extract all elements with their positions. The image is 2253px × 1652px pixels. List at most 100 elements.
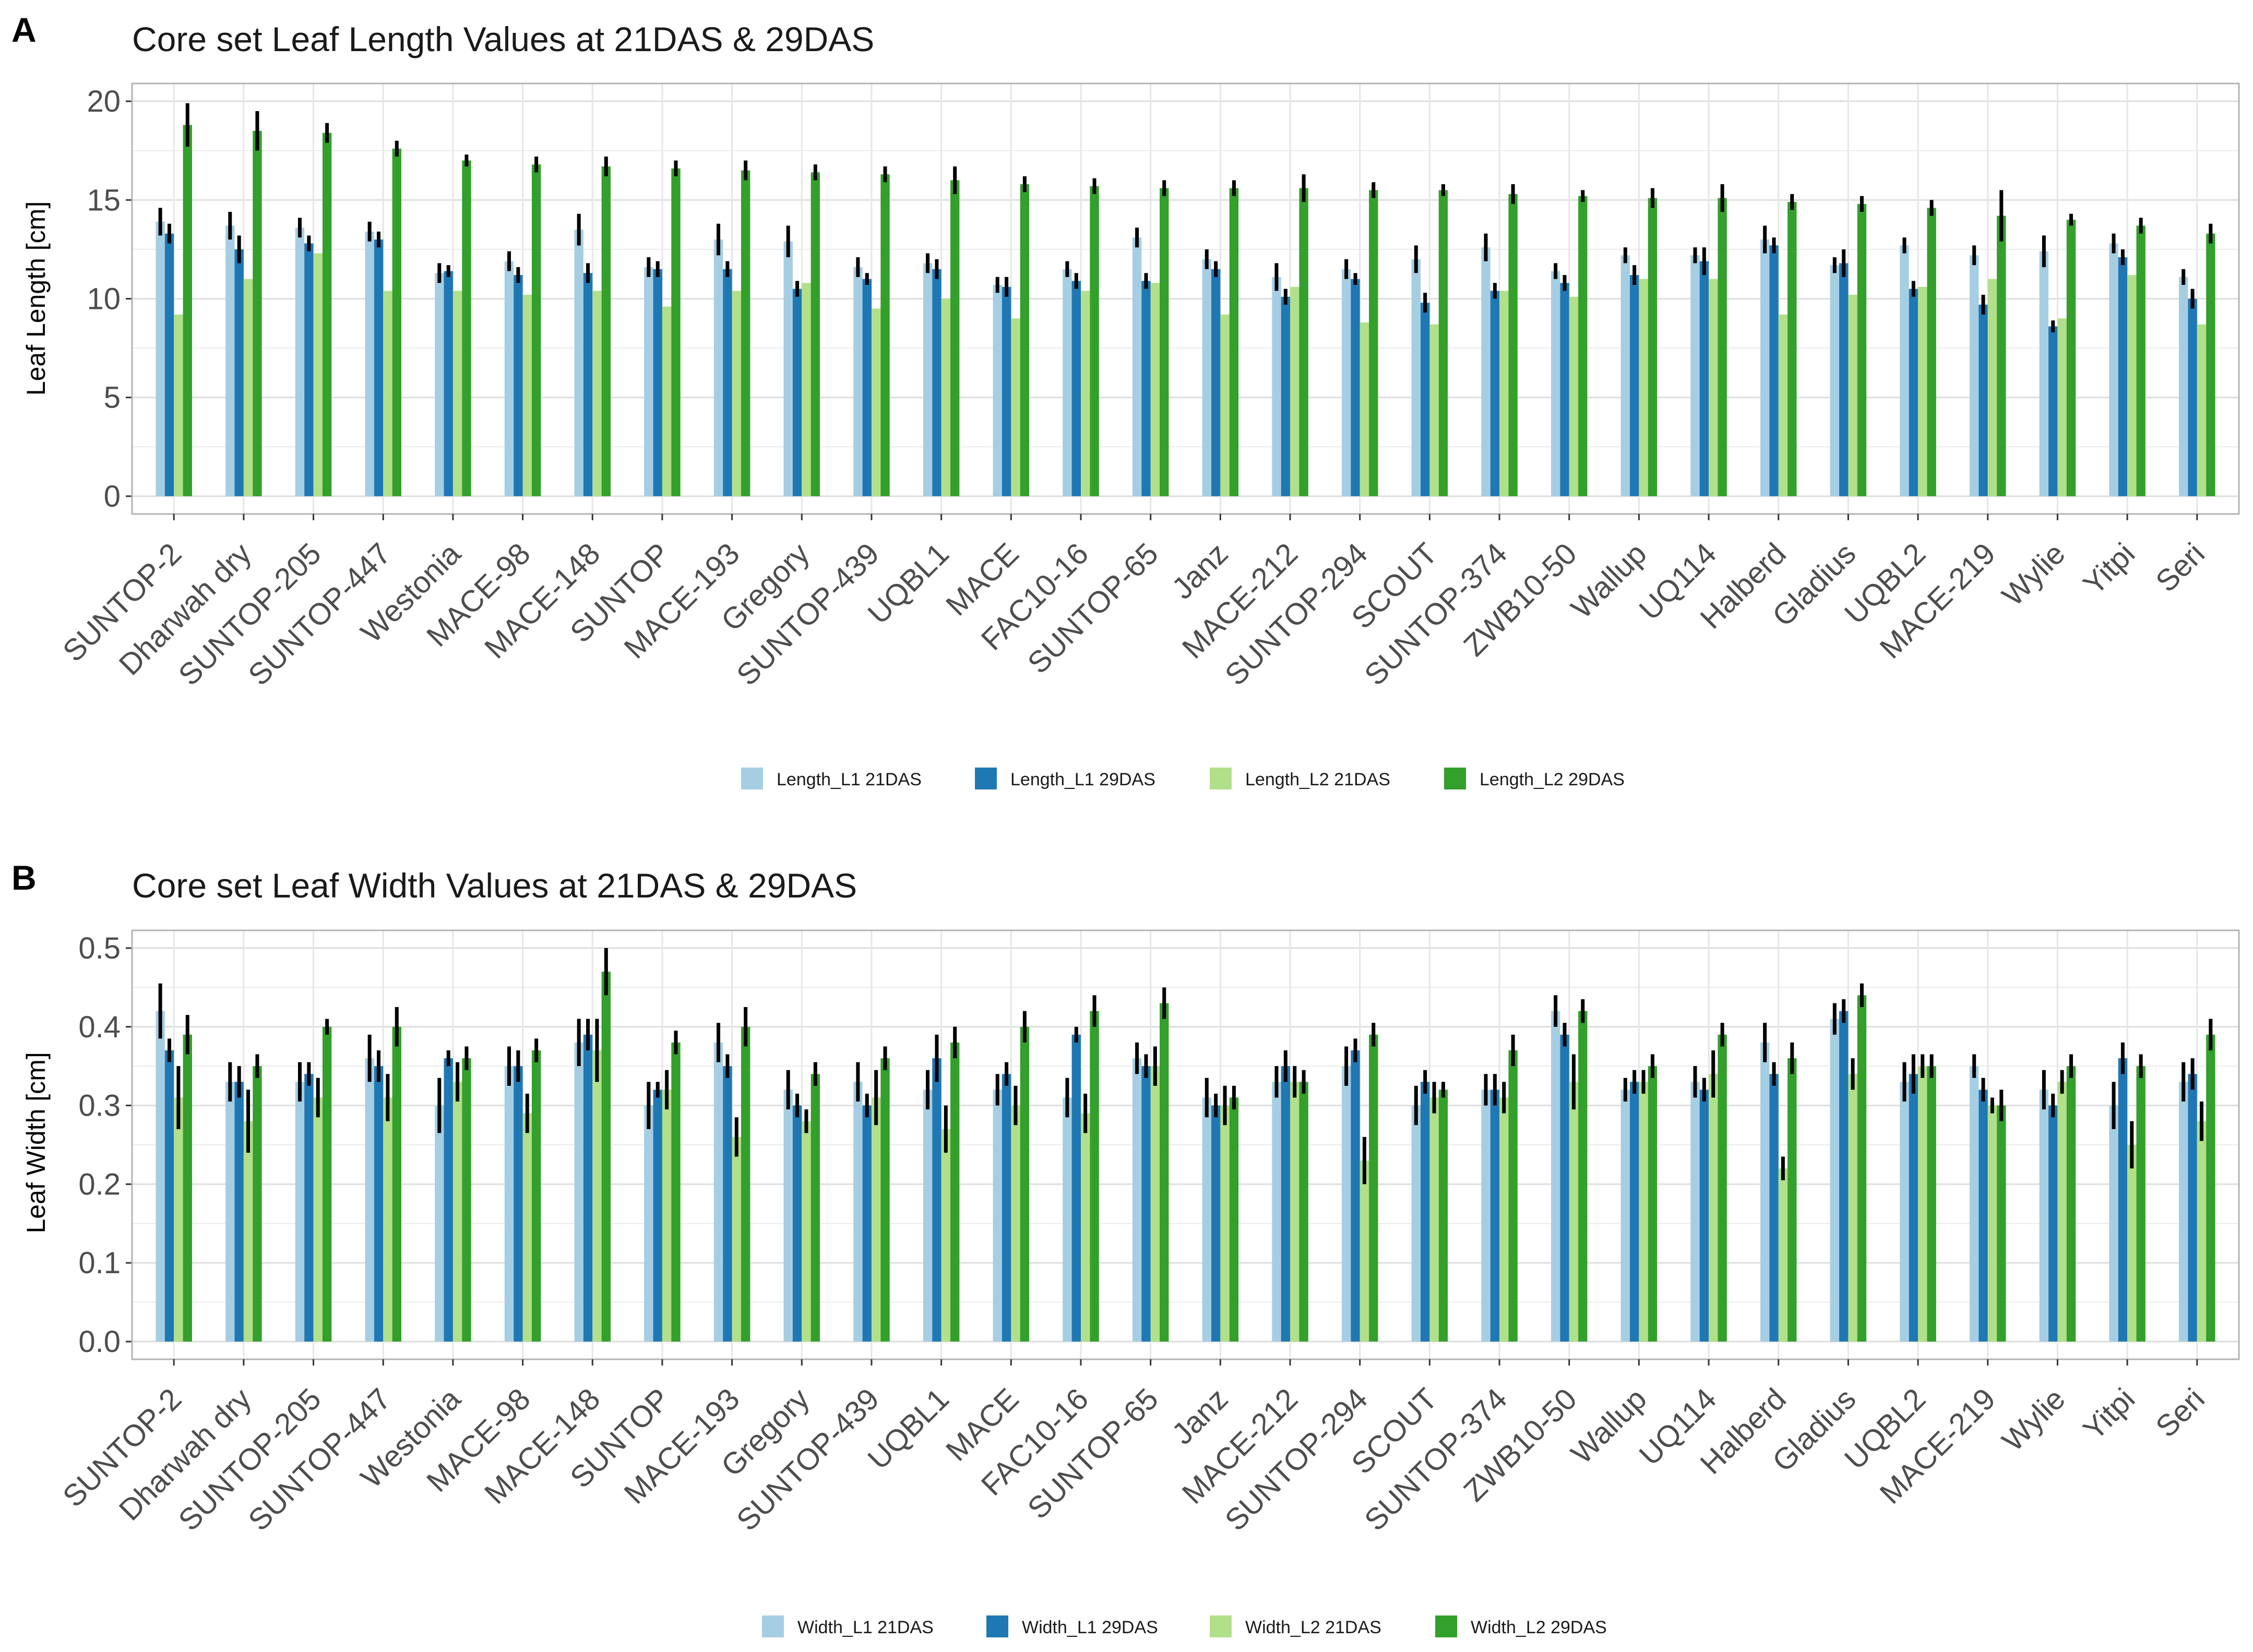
panel-a-bar bbox=[1787, 202, 1797, 496]
panel-b-bar bbox=[1648, 1066, 1658, 1342]
panel-b-x-tick-label: Wallup bbox=[1565, 1382, 1653, 1470]
panel-a-letter: A bbox=[11, 10, 37, 49]
panel-a-bar bbox=[304, 243, 314, 496]
panel-a-bar bbox=[1160, 188, 1169, 496]
panel-b-bar bbox=[993, 1090, 1002, 1342]
panel-a-bar bbox=[313, 253, 323, 496]
panel-b-legend-key bbox=[1435, 1615, 1457, 1637]
panel-a-bar bbox=[1341, 269, 1351, 496]
panel-b-bar bbox=[1918, 1066, 1927, 1342]
panel-b-series-width-l2-29das bbox=[183, 972, 2215, 1342]
panel-a-bar bbox=[1351, 279, 1360, 496]
panel-b-bar bbox=[1769, 1074, 1779, 1342]
panel-b-bar bbox=[802, 1121, 811, 1342]
panel-b-bar bbox=[514, 1066, 523, 1342]
panel-b-bar bbox=[295, 1082, 305, 1342]
panel-a-legend-key bbox=[741, 768, 763, 789]
panel-a-bar bbox=[444, 271, 453, 496]
panel-b: B Core set Leaf Width Values at 21DAS & … bbox=[11, 858, 2240, 1637]
panel-a-bar bbox=[671, 168, 681, 496]
panel-b-bar bbox=[671, 1042, 681, 1342]
panel-a-bar bbox=[574, 230, 583, 496]
panel-b-bar bbox=[2206, 1034, 2215, 1342]
panel-b-bar bbox=[1369, 1034, 1378, 1342]
panel-a-bar bbox=[225, 225, 235, 496]
panel-a-bar bbox=[2197, 324, 2207, 496]
panel-a-bar bbox=[522, 294, 532, 496]
panel-b-bar bbox=[1290, 1082, 1300, 1342]
panel-b-y-tick-label: 0.0 bbox=[78, 1325, 121, 1359]
panel-a-bar bbox=[1002, 286, 1011, 496]
panel-a-bar bbox=[1760, 239, 1770, 496]
panel-b-bar bbox=[1900, 1082, 1909, 1342]
panel-b-bar bbox=[923, 1090, 933, 1342]
panel-a-bar bbox=[253, 130, 262, 496]
panel-b-bar bbox=[783, 1090, 793, 1342]
panel-a-bar bbox=[295, 228, 305, 496]
panel-b-bar bbox=[1020, 1026, 1030, 1342]
panel-a-y-tick-label: 10 bbox=[87, 282, 121, 316]
panel-a-bar bbox=[1830, 265, 1840, 496]
panel-a-bar bbox=[1429, 324, 1439, 496]
panel-a-bar bbox=[792, 289, 802, 496]
panel-a-bar bbox=[2066, 220, 2076, 496]
panel-b-bar bbox=[1002, 1074, 1011, 1342]
panel-a-bar bbox=[1281, 296, 1291, 496]
panel-a-series-length-l1-21das bbox=[156, 221, 2188, 496]
panel-b-bar bbox=[1620, 1090, 1630, 1342]
panel-b-bar bbox=[2109, 1105, 2118, 1342]
panel-a-series-length-l2-21das bbox=[174, 253, 2207, 496]
panel-b-bar bbox=[2127, 1145, 2137, 1342]
panel-a-bar bbox=[1551, 271, 1560, 496]
panel-a-bar bbox=[1839, 263, 1849, 496]
panel-b-bar bbox=[2197, 1121, 2207, 1342]
panel-a-y-tick-label: 5 bbox=[104, 381, 121, 415]
panel-a-bar bbox=[1970, 255, 1979, 496]
panel-a-bar bbox=[1272, 277, 1281, 496]
panel-a: A Core set Leaf Length Values at 21DAS &… bbox=[11, 10, 2240, 789]
panel-a-bar bbox=[741, 170, 750, 496]
panel-b-bar bbox=[1499, 1097, 1509, 1342]
panel-b-legend-label: Width_L1 29DAS bbox=[1022, 1618, 1158, 1637]
panel-a-y-tick-label: 20 bbox=[87, 85, 121, 118]
panel-a-bar bbox=[1709, 279, 1718, 496]
panel-b-bar bbox=[732, 1136, 741, 1342]
panel-a-bar bbox=[1769, 245, 1779, 496]
panel-b-bar bbox=[1927, 1066, 1936, 1342]
panel-a-bar bbox=[174, 314, 183, 496]
panel-a-legend: Length_L1 21DAS Length_L1 29DAS Length_L2 … bbox=[741, 768, 1625, 789]
panel-b-bar bbox=[792, 1105, 802, 1342]
panel-a-bar bbox=[1508, 194, 1518, 496]
panel-a-bar bbox=[1063, 269, 1072, 496]
panel-b-bar bbox=[1578, 1011, 1588, 1342]
panel-a-series-length-l2-29das bbox=[183, 125, 2215, 496]
panel-b-bar bbox=[1011, 1105, 1020, 1342]
panel-b-bar bbox=[365, 1058, 374, 1342]
panel-b-bar bbox=[644, 1105, 653, 1342]
panel-b-bar bbox=[2179, 1082, 2188, 1342]
panel-b-bar bbox=[174, 1097, 183, 1342]
panel-a-bar bbox=[1141, 281, 1151, 496]
panel-b-bar bbox=[1202, 1097, 1211, 1342]
panel-a-bar bbox=[802, 283, 811, 496]
panel-b-bar bbox=[1411, 1105, 1421, 1342]
panel-b-x-tick-label: Wylie bbox=[1996, 1382, 2072, 1458]
panel-b-bar bbox=[1978, 1090, 1988, 1342]
panel-a-bar bbox=[1132, 237, 1142, 496]
panel-b-bar bbox=[374, 1066, 384, 1342]
panel-b-bar bbox=[574, 1042, 583, 1342]
panel-a-bar bbox=[374, 239, 384, 496]
panel-a-bar bbox=[923, 263, 933, 496]
panel-b-bar bbox=[522, 1113, 532, 1342]
panel-b-bar bbox=[1220, 1105, 1230, 1342]
panel-b-bar bbox=[1997, 1105, 2006, 1342]
panel-a-bar bbox=[732, 291, 741, 496]
panel-a-bar bbox=[435, 273, 444, 496]
panel-b-legend-label: Width_L2 21DAS bbox=[1245, 1618, 1381, 1637]
panel-a-bar bbox=[2188, 298, 2197, 496]
panel-b-bar bbox=[592, 1050, 602, 1342]
panel-a-bar bbox=[2136, 225, 2145, 496]
panel-b-bar bbox=[1778, 1168, 1788, 1342]
